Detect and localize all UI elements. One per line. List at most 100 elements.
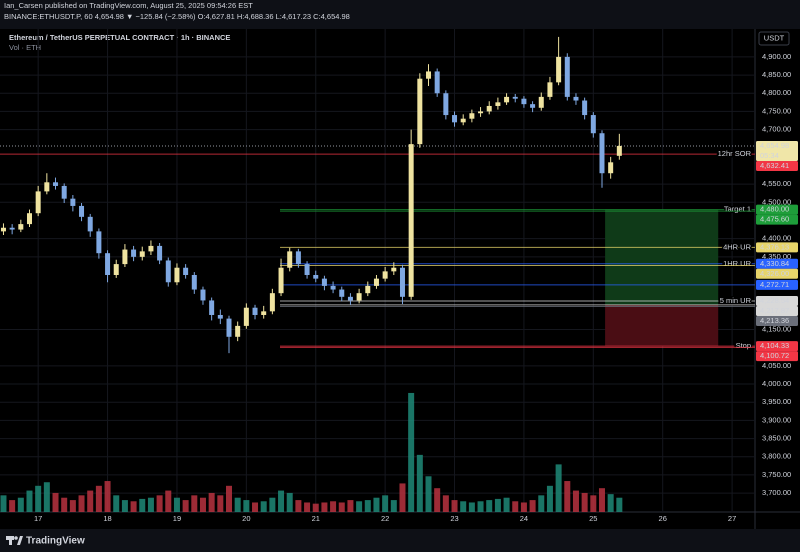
y-tick-label: 4,700.00 [762,125,791,134]
volume-bar [477,501,484,512]
candle-body [269,293,275,312]
volume-bar [269,497,276,512]
x-tick-label: 22 [381,514,389,523]
candle-body [243,307,249,326]
candle-body [373,278,379,286]
candle-body [443,93,449,116]
volume-bar [451,500,458,512]
volume-bar [598,488,605,512]
volume-bar [278,490,285,512]
price-tag-label: 4,654.98 [760,141,789,150]
candle-body [478,111,484,114]
volume-bar [607,494,614,512]
volume-bar [590,495,597,512]
candle-body [252,307,258,315]
candle-body [547,82,553,97]
price-tag-label: 4,272.71 [760,280,789,289]
currency[interactable]: USDT [764,33,785,42]
volume-bar [121,500,128,512]
level-name: Stop [736,341,751,350]
brand: TradingView [26,536,85,547]
candle-body [61,185,67,199]
price-tag [756,204,798,215]
candle-body [122,249,128,265]
candle-body [347,296,353,301]
logo-part [17,536,23,545]
volume-bar [87,490,94,512]
volume-bar [199,497,206,512]
volume-bar [416,454,423,512]
candle-body [330,285,336,290]
price-tag [756,295,798,306]
volume-bar [399,483,406,512]
volume-bar [555,464,562,512]
candle-body [313,274,319,279]
x-tick-label: 17 [34,514,42,523]
price-tag-label: 4,217.87 [760,306,789,315]
candle-body [608,162,614,174]
volume-bar [564,481,571,512]
volume-bar [425,476,432,512]
candle-body [426,71,432,79]
volume-bar [0,495,7,512]
price-tag [756,140,798,161]
price-tag [756,351,798,362]
chart-title: Ethereum / TetherUS PERPETUAL CONTRACT ·… [9,33,230,42]
candle-body [399,267,405,297]
volume-bar [512,501,519,512]
price-tag [756,242,798,253]
candle-body [469,113,475,119]
publisher: Ian_Carsen published on TradingView.com,… [4,1,253,10]
candle-body [582,100,588,116]
volume-bar [468,502,475,512]
candle-body [287,251,293,268]
candle-body [391,267,397,272]
ticker-line: BINANCE:ETHUSDT.P, 60 4,654.98 ▼ −125.84… [4,12,350,21]
candle-body [321,278,327,286]
candle-body [356,293,362,301]
candle-body [599,133,605,174]
candle-body [434,71,440,94]
volume-bar [9,500,16,512]
level-name: 4HR UR [723,242,752,251]
volume-bar [35,485,42,512]
candle-body [209,300,215,315]
volume-label: Vol · ETH [9,43,41,52]
volume-bar [243,500,250,512]
level-name: 5 min UR [720,296,752,305]
price-tag-label: 4,104.33 [760,341,789,350]
volume-bar [234,497,241,512]
level-name: Target 1 [724,205,751,214]
x-tick-label: 27 [728,514,736,523]
level-name: 12hr SOR [718,149,752,158]
x-tick-label: 25 [589,514,597,523]
candle-body [148,245,154,252]
currency-box[interactable] [758,31,790,46]
candle-body [304,264,310,275]
candle-body [408,144,414,297]
x-tick-label: 24 [520,514,528,523]
volume-bar [17,497,24,512]
volume-bar [295,500,302,512]
volume-bar [173,497,180,512]
volume-bar [312,503,319,512]
volume-bar [408,392,415,512]
brand-logo [6,536,23,545]
plot-layer: 12hr SOR Target 1 4HR UR 1HR UR 5 min UR Stop [0,29,755,512]
candle-body [504,96,510,103]
volume-bar [330,501,337,512]
x-tick-label: 26 [659,514,667,523]
candle-body [530,104,536,108]
volume-bar [208,492,215,512]
y-tick-label: 4,850.00 [762,70,791,79]
volume-bar [43,482,50,512]
candle-body [382,271,388,279]
candle-body [295,251,301,265]
volume-bar [113,495,120,512]
volume-bar [382,495,389,512]
price-tag-label: 4,100.72 [760,351,789,360]
y-tick-label: 3,750.00 [762,470,791,479]
volume-bar [182,500,189,512]
price-tag [756,315,798,326]
